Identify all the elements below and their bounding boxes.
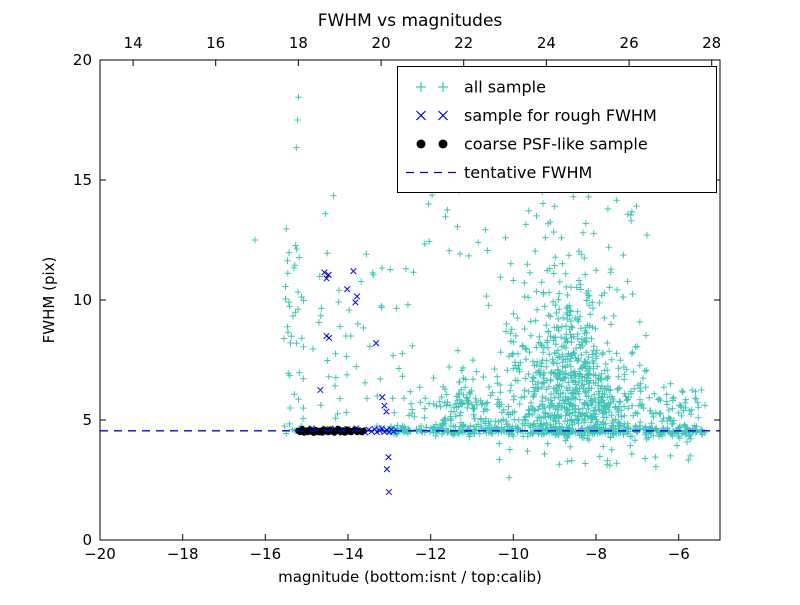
legend-dot-marker-icon (416, 139, 426, 149)
legend-plus-marker-icon (416, 82, 448, 92)
x-tick-label-top: 20 (372, 34, 391, 52)
x-tick-label-bottom: −8 (585, 545, 607, 563)
y-tick-label: 10 (73, 291, 92, 309)
legend: all sample sample for rough FWHM coarse PS… (397, 66, 717, 193)
y-axis-label: FWHM (pix) (40, 257, 58, 344)
plot-points (100, 94, 720, 496)
x-tick-label-top: 28 (702, 34, 721, 52)
x-tick-label-bottom: −12 (415, 545, 447, 563)
x-tick-label-top: 14 (124, 34, 143, 52)
y-tick-label: 0 (82, 531, 92, 549)
x-tick-label-bottom: −20 (84, 545, 116, 563)
y-tick-label: 15 (73, 171, 92, 189)
x-tick-label-top: 26 (620, 34, 639, 52)
legend-dot-marker-icon (438, 139, 448, 149)
legend-x-marker-icon (416, 110, 448, 121)
legend-label: tentative FWHM (464, 163, 592, 182)
legend-box (397, 66, 717, 193)
x-axis-label: magnitude (bottom:isnt / top:calib) (278, 568, 542, 586)
x-tick-label-bottom: −16 (249, 545, 281, 563)
x-tick-label-top: 22 (454, 34, 473, 52)
x-tick-label-bottom: −14 (332, 545, 364, 563)
x-tick-label-top: 16 (206, 34, 225, 52)
legend-label: coarse PSF-like sample (464, 135, 648, 154)
chart-title: FWHM vs magnitudes (318, 11, 503, 31)
series-all-sample (251, 94, 709, 481)
legend-label: sample for rough FWHM (464, 106, 657, 125)
x-tick-label-top: 18 (289, 34, 308, 52)
x-tick-label-top: 24 (537, 34, 556, 52)
x-tick-label-bottom: −18 (167, 545, 199, 563)
legend-label: all sample (464, 78, 546, 97)
y-tick-label: 20 (73, 51, 92, 69)
axis-ticks (99, 59, 720, 541)
x-tick-label-bottom: −10 (497, 545, 529, 563)
x-tick-label-bottom: −6 (668, 545, 690, 563)
y-tick-label: 5 (82, 411, 92, 429)
